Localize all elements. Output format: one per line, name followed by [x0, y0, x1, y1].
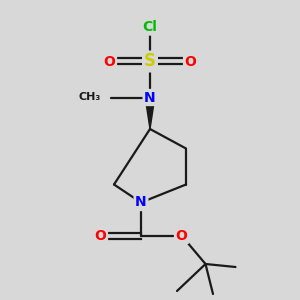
Polygon shape	[145, 98, 155, 129]
Text: O: O	[176, 229, 188, 242]
Text: N: N	[135, 196, 147, 209]
Text: Cl: Cl	[142, 20, 158, 34]
Text: O: O	[103, 55, 116, 68]
Text: O: O	[94, 229, 106, 242]
Text: S: S	[144, 52, 156, 70]
Text: CH₃: CH₃	[78, 92, 100, 103]
Text: N: N	[144, 91, 156, 104]
Text: O: O	[184, 55, 196, 68]
